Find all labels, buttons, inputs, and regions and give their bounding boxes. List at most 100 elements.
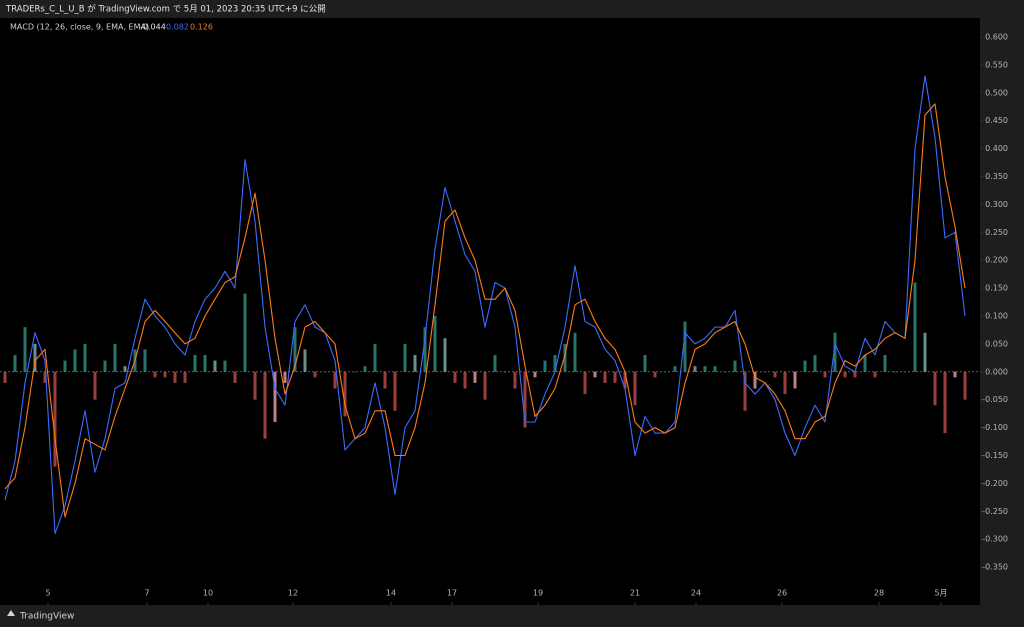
plot-background xyxy=(0,18,980,605)
signal-last-value: 0.126 xyxy=(190,23,213,32)
histogram-bar xyxy=(353,371,357,373)
histogram-bar xyxy=(153,371,157,378)
histogram-bar xyxy=(533,371,537,378)
histogram-bar xyxy=(743,371,747,411)
histogram-bar xyxy=(893,371,897,373)
x-tick-label: 5月 xyxy=(934,589,947,598)
histogram-bar xyxy=(563,343,567,372)
histogram-bar xyxy=(193,355,197,372)
histogram-bar xyxy=(553,355,557,372)
histogram-bar xyxy=(683,321,687,372)
histogram-bar xyxy=(3,371,7,383)
indicator-label: MACD (12, 26, close, 9, EMA, EMA) xyxy=(10,23,149,32)
histogram-bar xyxy=(913,282,917,372)
histogram-bar xyxy=(493,355,497,372)
x-tick-label: 21 xyxy=(630,589,640,598)
x-tick-label: 7 xyxy=(144,589,149,598)
histogram-bar xyxy=(623,371,627,389)
y-tick-label: -0.150 xyxy=(982,451,1008,460)
histogram-bar xyxy=(263,371,267,439)
histogram-bar xyxy=(653,371,657,378)
histogram-bar xyxy=(163,371,167,378)
histogram-bar xyxy=(853,371,857,378)
histogram-bar xyxy=(873,371,877,378)
histogram-bar xyxy=(503,371,507,373)
histogram-bar xyxy=(733,360,737,372)
y-tick-label: 0.450 xyxy=(985,116,1008,125)
histogram-bar xyxy=(783,371,787,395)
y-tick-label: 0.350 xyxy=(985,172,1008,181)
y-tick-label: -0.200 xyxy=(982,479,1008,488)
histogram-bar xyxy=(473,371,477,383)
histogram-bar xyxy=(83,343,87,372)
x-tick-label: 19 xyxy=(533,589,543,598)
histogram-bar xyxy=(833,332,837,372)
histogram-bar xyxy=(43,371,47,383)
histogram-bar xyxy=(333,371,337,389)
y-tick-label: 0.500 xyxy=(985,88,1008,97)
histogram-bar xyxy=(523,371,527,428)
y-tick-label: 0.200 xyxy=(985,256,1008,265)
y-tick-label: 0.150 xyxy=(985,284,1008,293)
y-tick-label: -0.350 xyxy=(982,563,1008,572)
y-tick-label: 0.550 xyxy=(985,60,1008,69)
histogram-bar xyxy=(183,371,187,383)
histogram-bar xyxy=(923,332,927,372)
histogram-bar xyxy=(773,371,777,378)
histogram-bar xyxy=(223,360,227,372)
histogram-bar xyxy=(393,371,397,411)
x-tick-label: 17 xyxy=(447,589,457,598)
histogram-bar xyxy=(483,371,487,400)
histogram-bar xyxy=(453,371,457,383)
y-tick-label: -0.050 xyxy=(982,395,1008,404)
histogram-bar xyxy=(423,327,427,372)
histogram-bar xyxy=(543,360,547,372)
histogram-bar xyxy=(763,371,767,373)
histogram-bar xyxy=(413,355,417,372)
histogram-bar xyxy=(723,371,727,373)
y-tick-label: -0.300 xyxy=(982,535,1008,544)
histogram-bar xyxy=(863,355,867,372)
brand-logo xyxy=(7,610,15,616)
x-tick-label: 10 xyxy=(203,589,213,598)
histogram-bar xyxy=(283,371,287,383)
y-tick-label: 0.050 xyxy=(985,339,1008,348)
x-tick-label: 26 xyxy=(777,589,787,598)
histogram-bar xyxy=(703,366,707,372)
y-tick-label: 0.250 xyxy=(985,228,1008,237)
y-tick-label: 0.100 xyxy=(985,311,1008,320)
histogram-bar xyxy=(593,371,597,378)
histogram-bar xyxy=(823,371,827,378)
histogram-bar xyxy=(633,371,637,406)
histogram-bar xyxy=(73,349,77,372)
histogram-bar xyxy=(303,349,307,372)
histogram-bar xyxy=(373,343,377,372)
histogram-bar xyxy=(23,327,27,372)
histogram-bar xyxy=(233,371,237,383)
y-tick-label: -0.100 xyxy=(982,423,1008,432)
y-tick-label: 0.300 xyxy=(985,200,1008,209)
histogram-bar xyxy=(113,343,117,372)
histogram-bar xyxy=(403,343,407,372)
histogram-bar xyxy=(793,371,797,389)
x-tick-label: 12 xyxy=(288,589,298,598)
y-tick-label: 0.000 xyxy=(985,367,1008,376)
y-tick-label: -0.250 xyxy=(982,507,1008,516)
x-tick-label: 14 xyxy=(386,589,396,598)
histogram-bar xyxy=(243,293,247,372)
histogram-bar xyxy=(383,371,387,389)
histogram-bar xyxy=(883,355,887,372)
y-tick-label: 0.400 xyxy=(985,144,1008,153)
histogram-bar xyxy=(433,315,437,372)
histogram-bar xyxy=(103,360,107,372)
histogram-bar xyxy=(33,343,37,372)
histogram-bar xyxy=(943,371,947,434)
histogram-bar xyxy=(663,371,667,373)
histogram-bar xyxy=(753,371,757,389)
histogram-bar xyxy=(313,371,317,378)
header-title: TRADERs_C_L_U_B が TradingView.com で 5月 0… xyxy=(5,4,326,15)
histogram-bar xyxy=(573,332,577,372)
histogram-bar xyxy=(363,366,367,372)
histogram-bar xyxy=(713,366,717,372)
